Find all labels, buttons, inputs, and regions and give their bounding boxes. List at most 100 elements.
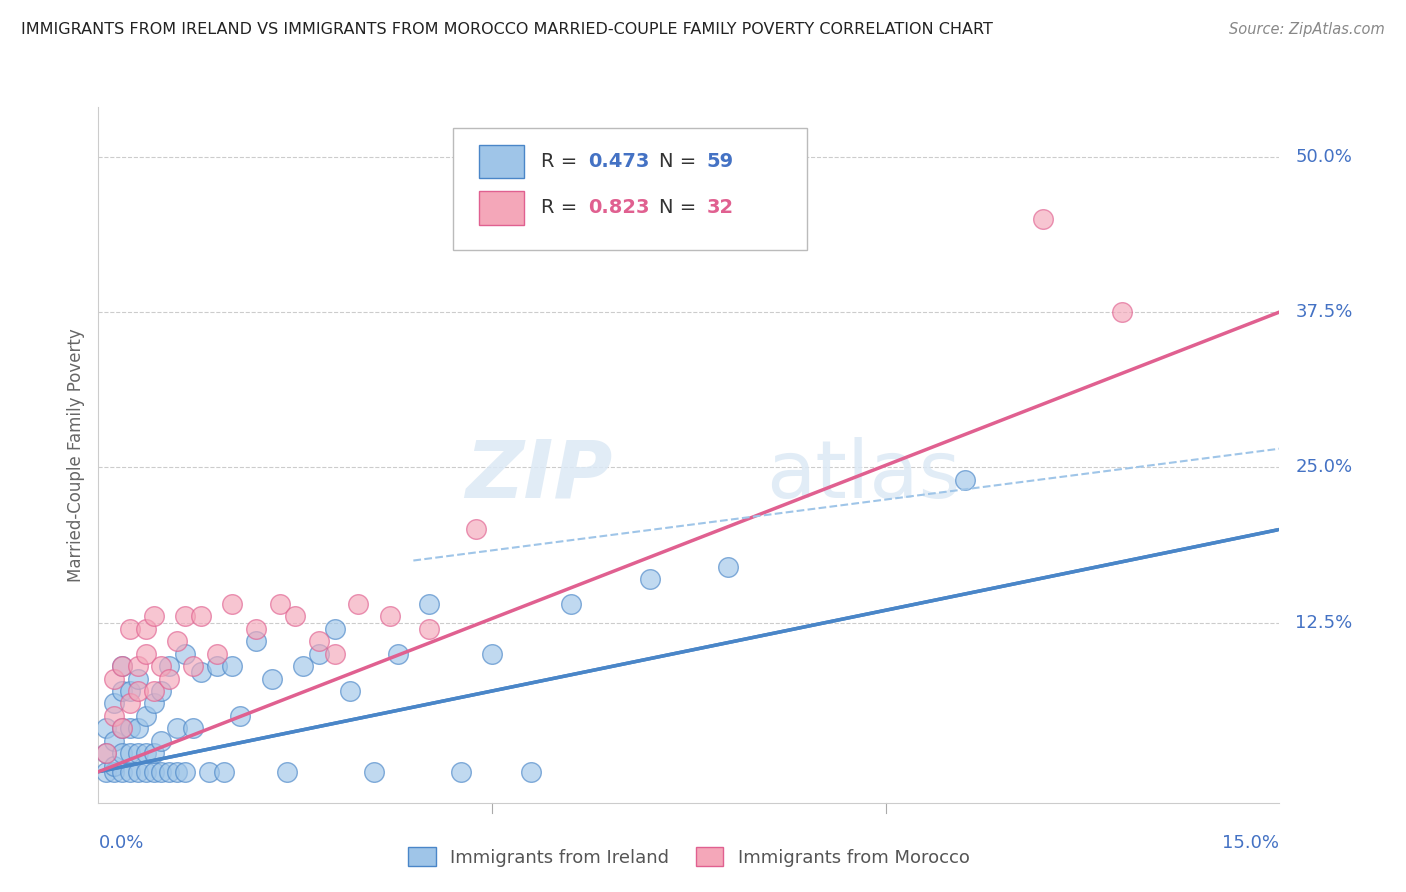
- Point: [135, 708, 157, 723]
- Point: [323, 622, 346, 636]
- Point: [118, 764, 141, 779]
- Point: [103, 764, 125, 779]
- Point: [284, 609, 307, 624]
- Text: 32: 32: [707, 198, 734, 218]
- Y-axis label: Married-Couple Family Poverty: Married-Couple Family Poverty: [66, 328, 84, 582]
- Text: atlas: atlas: [766, 437, 960, 515]
- Point: [96, 764, 118, 779]
- Point: [190, 665, 212, 680]
- Point: [111, 764, 134, 779]
- Point: [96, 721, 118, 735]
- Legend: Immigrants from Ireland, Immigrants from Morocco: Immigrants from Ireland, Immigrants from…: [401, 840, 977, 874]
- Text: 59: 59: [707, 152, 734, 170]
- Point: [181, 721, 204, 735]
- Point: [276, 764, 298, 779]
- Point: [127, 764, 149, 779]
- Point: [111, 684, 134, 698]
- Point: [520, 764, 543, 779]
- Text: R =: R =: [541, 198, 583, 218]
- Point: [127, 659, 149, 673]
- Point: [127, 684, 149, 698]
- Point: [142, 746, 165, 760]
- Point: [103, 758, 125, 772]
- Point: [245, 622, 267, 636]
- Point: [339, 684, 361, 698]
- FancyBboxPatch shape: [453, 128, 807, 250]
- Point: [150, 764, 173, 779]
- Point: [111, 721, 134, 735]
- Point: [323, 647, 346, 661]
- Point: [150, 733, 173, 747]
- Point: [387, 647, 409, 661]
- Point: [174, 609, 197, 624]
- Point: [450, 764, 472, 779]
- Point: [363, 764, 385, 779]
- Point: [127, 746, 149, 760]
- Point: [347, 597, 370, 611]
- Point: [157, 764, 180, 779]
- Text: 50.0%: 50.0%: [1295, 148, 1353, 166]
- Point: [245, 634, 267, 648]
- Point: [560, 597, 582, 611]
- Text: 15.0%: 15.0%: [1222, 834, 1279, 852]
- Text: 37.5%: 37.5%: [1295, 303, 1353, 321]
- Point: [127, 672, 149, 686]
- Point: [96, 746, 118, 760]
- Point: [118, 622, 141, 636]
- Point: [205, 659, 228, 673]
- Point: [135, 764, 157, 779]
- Text: 0.0%: 0.0%: [98, 834, 143, 852]
- Point: [103, 672, 125, 686]
- Point: [260, 672, 283, 686]
- Point: [717, 559, 740, 574]
- Point: [142, 684, 165, 698]
- Point: [111, 721, 134, 735]
- Text: Source: ZipAtlas.com: Source: ZipAtlas.com: [1229, 22, 1385, 37]
- FancyBboxPatch shape: [478, 145, 523, 178]
- Point: [150, 659, 173, 673]
- Text: R =: R =: [541, 152, 583, 170]
- Point: [135, 622, 157, 636]
- Point: [308, 634, 330, 648]
- Point: [135, 647, 157, 661]
- Point: [111, 659, 134, 673]
- Text: IMMIGRANTS FROM IRELAND VS IMMIGRANTS FROM MOROCCO MARRIED-COUPLE FAMILY POVERTY: IMMIGRANTS FROM IRELAND VS IMMIGRANTS FR…: [21, 22, 993, 37]
- Point: [111, 746, 134, 760]
- Point: [118, 697, 141, 711]
- Point: [150, 684, 173, 698]
- Point: [465, 523, 488, 537]
- Point: [197, 764, 219, 779]
- Point: [142, 764, 165, 779]
- Point: [142, 609, 165, 624]
- Text: ZIP: ZIP: [465, 437, 612, 515]
- Text: 0.473: 0.473: [589, 152, 650, 170]
- Text: 12.5%: 12.5%: [1295, 614, 1353, 632]
- Point: [118, 721, 141, 735]
- Point: [157, 659, 180, 673]
- Point: [103, 733, 125, 747]
- Point: [166, 721, 188, 735]
- Point: [638, 572, 661, 586]
- Point: [157, 672, 180, 686]
- Point: [953, 473, 976, 487]
- Point: [205, 647, 228, 661]
- Point: [118, 746, 141, 760]
- Point: [111, 659, 134, 673]
- Point: [229, 708, 252, 723]
- Point: [214, 764, 236, 779]
- Point: [166, 634, 188, 648]
- Point: [103, 697, 125, 711]
- Point: [269, 597, 291, 611]
- FancyBboxPatch shape: [478, 191, 523, 225]
- Point: [292, 659, 315, 673]
- Point: [481, 647, 503, 661]
- Point: [190, 609, 212, 624]
- Point: [181, 659, 204, 673]
- Point: [118, 684, 141, 698]
- Point: [174, 764, 197, 779]
- Point: [174, 647, 197, 661]
- Point: [96, 746, 118, 760]
- Point: [378, 609, 401, 624]
- Text: 0.823: 0.823: [589, 198, 650, 218]
- Point: [1032, 211, 1054, 226]
